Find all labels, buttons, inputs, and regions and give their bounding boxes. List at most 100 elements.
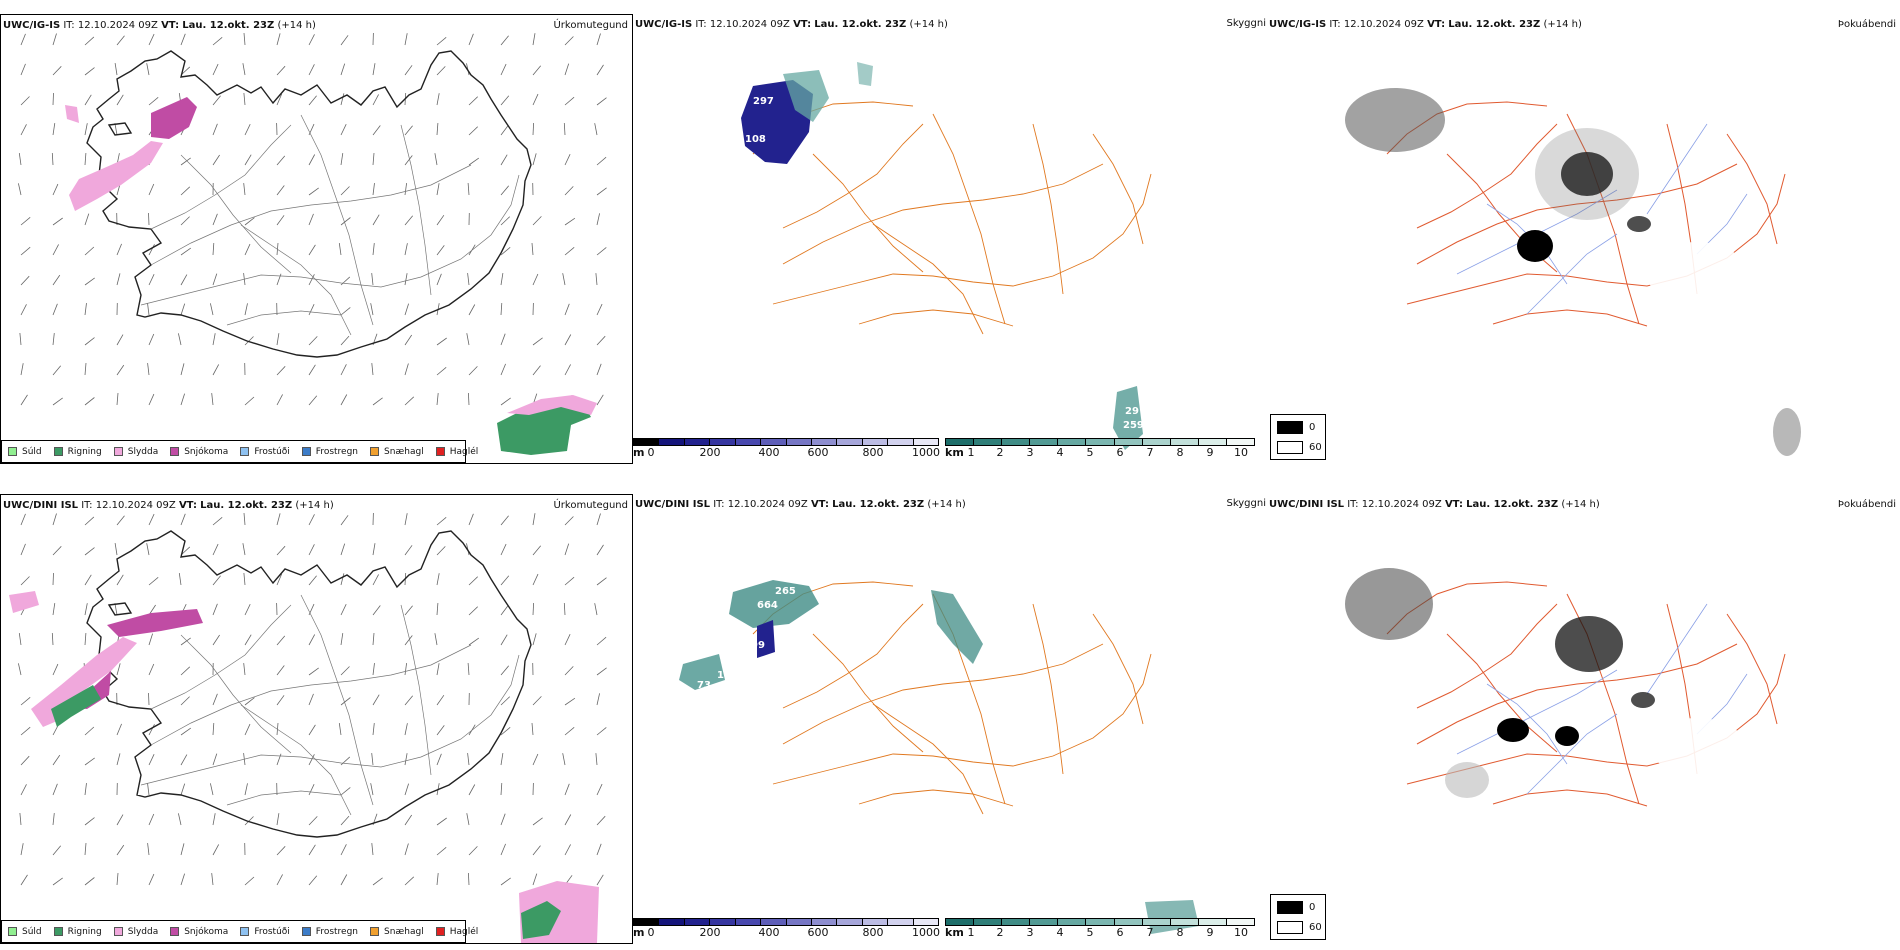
iceland-coastline <box>86 50 532 358</box>
panel-title: Þokuábendi <box>1837 499 1896 510</box>
reduced-visibility-area <box>1113 386 1143 450</box>
panel-title: Úrkomutegund <box>553 500 628 511</box>
legend-swatch-black <box>1277 421 1303 434</box>
model-name: UWC/DINI ISL <box>635 499 711 510</box>
legend-swatch <box>113 927 123 936</box>
visibility-label: 108 <box>745 134 766 145</box>
legend-swatch <box>240 927 250 936</box>
fog-shade <box>1647 242 1747 306</box>
scale-tick: 1 <box>967 446 975 459</box>
lead-time: (+14 h) <box>909 19 948 30</box>
visibility-color-strip <box>945 438 1255 446</box>
visibility-label: 15 <box>717 670 731 681</box>
visibility-label: 297 <box>753 96 774 107</box>
vt-label: VT: <box>1444 499 1463 510</box>
valid-time: Lau. 12.okt. 23Z <box>1448 19 1541 30</box>
init-time: 12.10.2024 09Z <box>77 20 158 31</box>
scale-tick: 3 <box>1026 926 1034 939</box>
low-cloud-area <box>757 620 775 658</box>
cloud-base-color-step <box>710 439 736 445</box>
visibility-color-step <box>1058 439 1087 445</box>
legend-label: 0 <box>1309 902 1316 913</box>
cloud-base-color-step <box>837 919 863 925</box>
visibility-color-step <box>1226 439 1255 445</box>
scale-tick: 4 <box>1056 926 1064 939</box>
rain-area <box>51 685 101 727</box>
cloud-base-color-step <box>862 439 889 445</box>
cloud-base-color-strip <box>633 438 939 446</box>
legend-swatch <box>113 447 123 456</box>
visibility-label: 259 <box>1123 420 1144 431</box>
scale-unit: m <box>633 926 645 939</box>
scale-tick: 7 <box>1146 446 1154 459</box>
fog-shade <box>1497 718 1529 742</box>
visibility-label: 29 <box>1125 406 1139 417</box>
visibility-color-step <box>1226 919 1255 925</box>
cloud-base-color-step <box>913 439 939 445</box>
legend-swatch <box>435 927 445 936</box>
init-time: 12.10.2024 09Z <box>709 19 790 30</box>
cloud-base-color-step <box>659 919 685 925</box>
scale-tick: 1 <box>967 926 975 939</box>
cloud-base-colorbar: m 0 200 400 600 800 1000 <box>633 438 949 464</box>
legend-item: Frostregn <box>301 447 358 457</box>
road-network <box>140 594 520 816</box>
fog-index-panel-row1: UWC/IG-IS IT: 12.10.2024 09Z VT: Lau. 12… <box>1267 14 1900 464</box>
scale-tick: 4 <box>1056 446 1064 459</box>
legend-swatch <box>53 927 63 936</box>
cloud-base-color-step <box>913 919 939 925</box>
scale-unit: km <box>945 926 964 939</box>
vt-label: VT: <box>1427 19 1446 30</box>
visibility-panel-row1: 297 108 89 94 20 29 259 UWC/IG-IS IT: 12… <box>633 14 1270 464</box>
fog-shade <box>1517 230 1553 262</box>
sleet-area <box>31 637 137 727</box>
it-label: IT: <box>1347 499 1359 510</box>
cloud-base-color-strip <box>633 918 939 926</box>
visibility-color-step <box>1170 919 1199 925</box>
visibility-label: 99 <box>751 640 765 651</box>
legend-swatch <box>8 447 17 456</box>
visibility-color-step <box>974 919 1003 925</box>
fog-shade <box>1345 568 1433 640</box>
legend-item: Slydda <box>113 447 158 457</box>
legend-label: 60 <box>1309 922 1322 933</box>
reduced-visibility-area <box>857 62 873 86</box>
visibility-label: 265 <box>775 586 796 597</box>
visibility-color-step <box>1030 439 1059 445</box>
scale-tick: 2 <box>996 446 1004 459</box>
visibility-color-step <box>1142 919 1171 925</box>
legend-item: Rigning <box>53 447 102 457</box>
vt-label: VT: <box>178 500 197 511</box>
scale-tick: 8 <box>1176 446 1184 459</box>
panel-title: Úrkomutegund <box>553 20 628 31</box>
scale-tick: 1000 <box>912 926 940 939</box>
cloud-base-color-step <box>888 439 914 445</box>
scale-tick: 1000 <box>912 446 940 459</box>
precip-legend: Súld Rigning Slydda Snjókoma Frostúði Fr… <box>1 440 478 463</box>
visibility-color-step <box>946 919 975 925</box>
sleet-area-3 <box>507 395 597 415</box>
legend-swatch-white <box>1277 921 1303 934</box>
scale-tick: 10 <box>1234 446 1248 459</box>
visibility-color-step <box>1114 439 1143 445</box>
legend-item: Frostúði <box>240 927 290 937</box>
legend-swatch <box>170 447 180 456</box>
iceland-coastline <box>86 530 532 838</box>
valid-time: Lau. 12.okt. 23Z <box>814 19 907 30</box>
legend-item: Slydda <box>113 927 158 937</box>
visibility-color-step <box>1114 919 1143 925</box>
cloud-base-colorbar: m 0 200 400 600 800 1000 <box>633 918 949 944</box>
snow-area <box>151 97 197 139</box>
visibility-color-step <box>1002 439 1031 445</box>
fog-shade <box>1555 616 1623 672</box>
header-row2-vis: UWC/DINI ISL IT: 12.10.2024 09Z VT: Lau.… <box>635 499 966 510</box>
model-name: UWC/IG-IS <box>635 19 693 30</box>
init-time: 12.10.2024 09Z <box>727 499 808 510</box>
scale-tick: 6 <box>1116 446 1124 459</box>
cloud-base-color-step <box>710 919 736 925</box>
iceland-precip-map <box>9 512 607 943</box>
scale-tick: 9 <box>1206 446 1214 459</box>
legend-item: Snæhagl <box>370 927 424 937</box>
scale-tick: 400 <box>758 926 780 939</box>
scale-tick: 8 <box>1176 926 1184 939</box>
